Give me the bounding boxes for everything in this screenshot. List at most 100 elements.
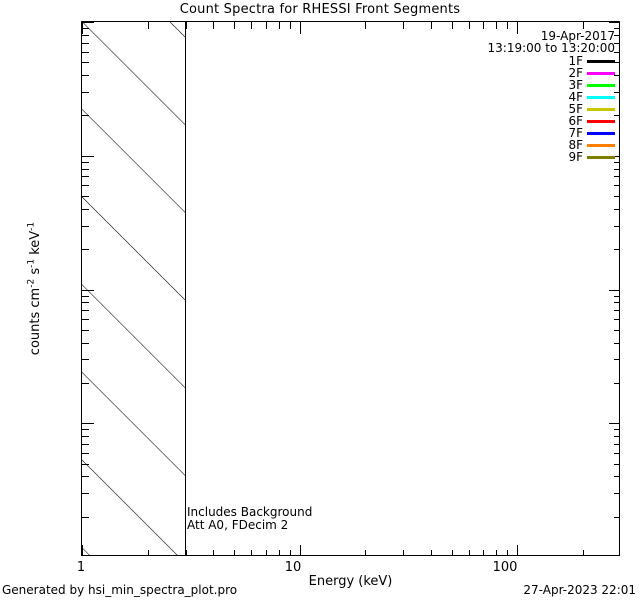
- y-minor-tick: [82, 493, 89, 494]
- y-minor-tick: [82, 444, 89, 445]
- legend-entry-list: 1F 2F 3F 4F 5F 6F 7F 8F 9F: [380, 55, 615, 163]
- x-minor-tick: [583, 550, 584, 555]
- legend-entry-label: 4F: [568, 90, 583, 104]
- x-major-tick: [82, 545, 83, 555]
- y-minor-tick: [614, 92, 619, 93]
- x-minor-tick: [507, 22, 508, 29]
- y-minor-tick: [82, 429, 89, 430]
- plot-area: Includes Background Att A0, FDecim 2: [81, 21, 620, 556]
- y-minor-tick: [82, 517, 89, 518]
- x-minor-tick: [234, 550, 235, 555]
- y-minor-tick: [614, 28, 619, 29]
- x-minor-tick: [403, 550, 404, 555]
- x-minor-tick: [266, 550, 267, 555]
- y-minor-tick: [614, 310, 619, 311]
- legend-entry-4f: 4F: [380, 91, 615, 103]
- y-minor-tick: [614, 75, 619, 76]
- legend-entry-5f: 5F: [380, 103, 615, 115]
- legend: 19-Apr-2017 13:19:00 to 13:20:00 1F 2F 3F 4…: [380, 30, 615, 163]
- x-minor-tick: [186, 22, 187, 29]
- y-minor-tick: [82, 92, 89, 93]
- y-minor-tick: [614, 343, 619, 344]
- x-minor-tick: [452, 550, 453, 555]
- x-minor-tick: [496, 22, 497, 29]
- x-major-tick: [517, 545, 518, 555]
- y-minor-tick: [82, 476, 89, 477]
- legend-entry-label: 7F: [568, 126, 583, 140]
- x-minor-tick: [469, 550, 470, 555]
- y-minor-tick: [614, 444, 619, 445]
- legend-color-swatch: [587, 143, 615, 147]
- x-minor-tick: [365, 22, 366, 29]
- page-title: Count Spectra for RHESSI Front Segments: [179, 2, 461, 17]
- y-major-tick: [82, 22, 94, 23]
- y-minor-tick: [614, 453, 619, 454]
- legend-entry-9f: 9F: [380, 151, 615, 163]
- y-minor-tick: [614, 302, 619, 303]
- y-axis-title-exp-s: -1: [26, 258, 37, 268]
- y-minor-tick: [614, 383, 619, 384]
- legend-entry-label: 5F: [568, 102, 583, 116]
- x-minor-tick: [251, 22, 252, 29]
- x-minor-tick: [365, 550, 366, 555]
- x-minor-tick: [148, 22, 149, 29]
- x-minor-tick: [148, 550, 149, 555]
- y-minor-tick: [614, 169, 619, 170]
- y-minor-tick: [82, 43, 89, 44]
- y-major-tick: [609, 290, 619, 291]
- y-minor-tick: [614, 436, 619, 437]
- legend-entry-label: 8F: [568, 138, 583, 152]
- x-minor-tick: [403, 22, 404, 29]
- y-minor-tick: [614, 196, 619, 197]
- y-minor-tick: [82, 453, 89, 454]
- annotation-attenuator-state: Att A0, FDecim 2: [187, 518, 289, 532]
- legend-entry-2f: 2F: [380, 67, 615, 79]
- hatch-region-boundary: [185, 22, 186, 555]
- legend-entry-7f: 7F: [380, 127, 615, 139]
- legend-entry-label: 1F: [568, 54, 583, 68]
- y-minor-tick: [614, 35, 619, 36]
- y-major-tick: [82, 423, 94, 424]
- x-minor-tick: [496, 550, 497, 555]
- x-minor-tick: [507, 550, 508, 555]
- y-minor-tick: [614, 429, 619, 430]
- legend-color-swatch: [587, 71, 615, 75]
- y-axis-title-exp-cm: -2: [26, 278, 37, 288]
- y-minor-tick: [614, 43, 619, 44]
- y-major-tick: [82, 156, 94, 157]
- y-minor-tick: [82, 35, 89, 36]
- y-minor-tick: [614, 185, 619, 186]
- legend-color-swatch: [587, 131, 615, 135]
- y-minor-tick: [82, 302, 89, 303]
- legend-entry-label: 6F: [568, 114, 583, 128]
- legend-color-swatch: [587, 95, 615, 99]
- y-minor-tick: [82, 343, 89, 344]
- x-minor-tick: [251, 550, 252, 555]
- y-minor-tick: [82, 383, 89, 384]
- legend-entry-8f: 8F: [380, 139, 615, 151]
- x-major-tick: [300, 545, 301, 555]
- legend-entry-6f: 6F: [380, 115, 615, 127]
- y-minor-tick: [614, 517, 619, 518]
- axis-tick-layer: [82, 22, 619, 555]
- y-major-tick: [609, 423, 619, 424]
- x-minor-tick: [186, 550, 187, 555]
- x-minor-tick: [483, 550, 484, 555]
- y-axis-title: counts cm-2 s-1 keV-1: [26, 21, 43, 556]
- x-minor-tick: [583, 22, 584, 29]
- x-minor-tick: [234, 22, 235, 29]
- y-minor-tick: [614, 493, 619, 494]
- y-axis-title-mid-kev: keV: [28, 230, 43, 259]
- y-minor-tick: [82, 169, 89, 170]
- y-minor-tick: [82, 359, 89, 360]
- x-minor-tick: [213, 22, 214, 29]
- legend-entry-label: 9F: [568, 150, 583, 164]
- legend-color-swatch: [587, 83, 615, 87]
- y-minor-tick: [82, 226, 89, 227]
- y-axis-title-mid-s: s: [28, 267, 43, 279]
- y-minor-tick: [614, 330, 619, 331]
- y-minor-tick: [614, 209, 619, 210]
- x-minor-tick: [279, 550, 280, 555]
- legend-entry-label: 3F: [568, 78, 583, 92]
- y-minor-tick: [82, 209, 89, 210]
